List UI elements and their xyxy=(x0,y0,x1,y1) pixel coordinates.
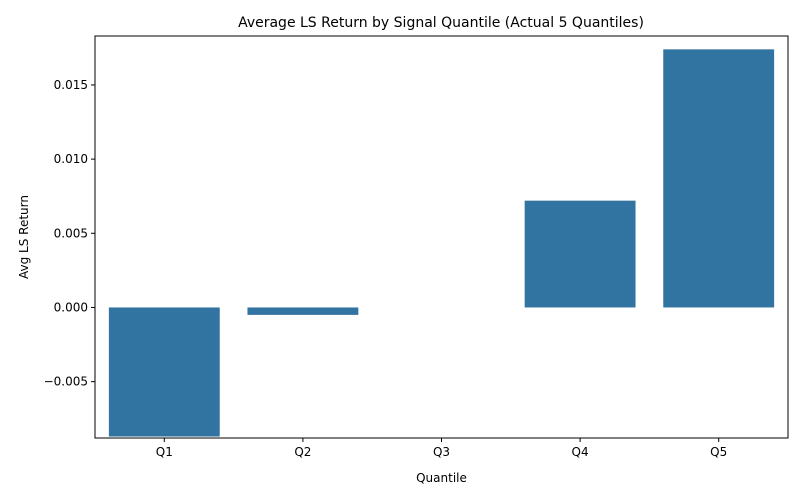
x-axis-title: Quantile xyxy=(416,471,467,485)
x-tick-label: Q3 xyxy=(433,445,450,459)
bar-q1 xyxy=(108,307,220,437)
bar-q4 xyxy=(524,200,636,308)
bar-q2 xyxy=(247,307,359,315)
plot-frame xyxy=(94,35,789,439)
y-tick-label: 0.010 xyxy=(54,152,88,166)
x-tick-label: Q1 xyxy=(156,445,173,459)
bar-q5 xyxy=(663,49,775,308)
x-tick-label: Q4 xyxy=(572,445,589,459)
y-axis-title: Avg LS Return xyxy=(17,195,31,279)
y-tick-label: −0.005 xyxy=(44,375,88,389)
y-tick-label: 0.005 xyxy=(54,226,88,240)
y-axis: −0.005 0.000 0.005 0.010 0.015 xyxy=(44,78,95,389)
x-tick-label: Q5 xyxy=(710,445,727,459)
x-axis: Q1 Q2 Q3 Q4 Q5 xyxy=(156,438,727,459)
y-tick-label: 0.000 xyxy=(54,300,88,314)
x-tick-label: Q2 xyxy=(294,445,311,459)
bars-layer xyxy=(108,49,775,437)
y-tick-label: 0.015 xyxy=(54,78,88,92)
chart-title: Average LS Return by Signal Quantile (Ac… xyxy=(238,15,644,31)
